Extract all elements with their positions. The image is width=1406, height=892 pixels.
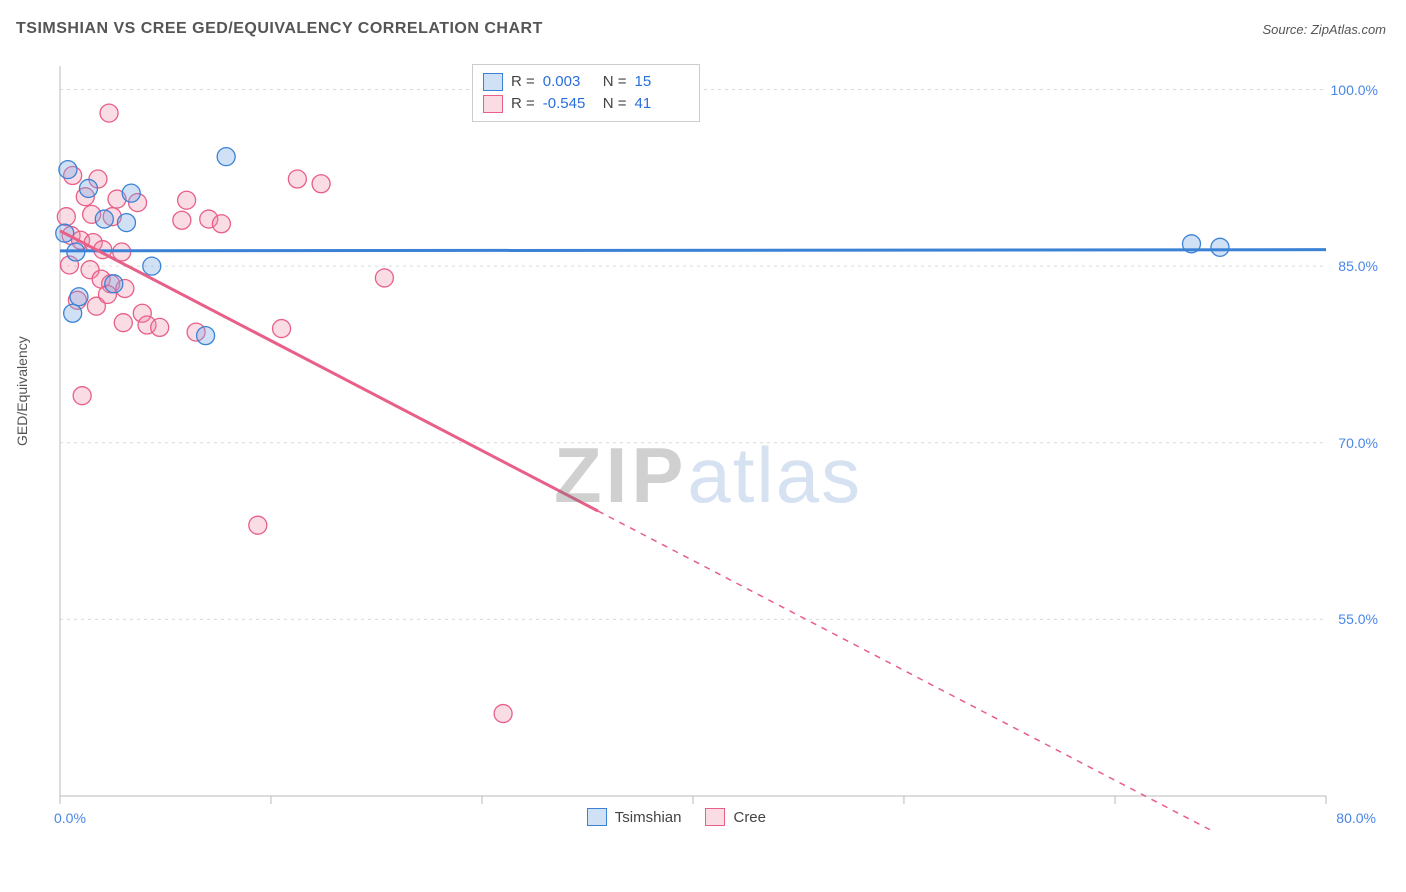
scatter-chart (54, 60, 1386, 830)
legend-r-value: 0.003 (543, 71, 595, 93)
regression-line (60, 250, 1326, 251)
chart-title: TSIMSHIAN VS CREE GED/EQUIVALENCY CORREL… (16, 20, 543, 38)
series-legend-item: Tsimshian (587, 808, 682, 826)
series-legend-label: Tsimshian (615, 809, 682, 826)
data-point (494, 705, 512, 723)
data-point (249, 516, 267, 534)
legend-swatch (705, 808, 725, 826)
source-attribution: Source: ZipAtlas.com (1262, 22, 1386, 37)
x-tick-label: 0.0% (54, 810, 86, 826)
data-point (178, 191, 196, 209)
data-point (288, 170, 306, 188)
data-point (64, 304, 82, 322)
x-tick-label: 80.0% (1336, 810, 1376, 826)
y-tick-label: 55.0% (1338, 611, 1378, 627)
data-point (197, 327, 215, 345)
correlation-legend: R = 0.003 N = 15 R = -0.545 N = 41 (472, 64, 700, 122)
legend-r-label: R = (511, 71, 535, 93)
data-point (1211, 238, 1229, 256)
legend-n-label: N = (603, 93, 627, 115)
data-point (312, 175, 330, 193)
data-point (173, 211, 191, 229)
y-tick-label: 100.0% (1331, 82, 1378, 98)
data-point (212, 215, 230, 233)
data-point (59, 161, 77, 179)
legend-n-value: 15 (635, 71, 687, 93)
legend-swatch (483, 95, 503, 113)
legend-swatch (483, 73, 503, 91)
legend-r-value: -0.545 (543, 93, 595, 115)
data-point (273, 320, 291, 338)
data-point (105, 275, 123, 293)
series-legend-label: Cree (733, 809, 766, 826)
legend-row: R = -0.545 N = 41 (483, 93, 687, 115)
data-point (95, 210, 113, 228)
data-point (217, 148, 235, 166)
y-tick-label: 70.0% (1338, 435, 1378, 451)
data-point (122, 184, 140, 202)
data-point (73, 387, 91, 405)
data-point (100, 104, 118, 122)
series-legend-item: Cree (705, 808, 766, 826)
legend-swatch (587, 808, 607, 826)
data-point (143, 257, 161, 275)
legend-n-label: N = (603, 71, 627, 93)
data-point (70, 288, 88, 306)
legend-n-value: 41 (635, 93, 687, 115)
plot-area: ZIPatlas R =0.003 N =15R =-0.545 N =41 T… (54, 60, 1386, 830)
y-tick-label: 85.0% (1338, 258, 1378, 274)
data-point (114, 314, 132, 332)
legend-r-label: R = (511, 93, 535, 115)
data-point (151, 318, 169, 336)
y-axis-label: GED/Equivalency (14, 336, 30, 446)
data-point (57, 208, 75, 226)
legend-row: R = 0.003 N = 15 (483, 71, 687, 93)
data-point (117, 214, 135, 232)
series-legend: Tsimshian Cree (587, 808, 766, 826)
data-point (375, 269, 393, 287)
data-point (79, 179, 97, 197)
